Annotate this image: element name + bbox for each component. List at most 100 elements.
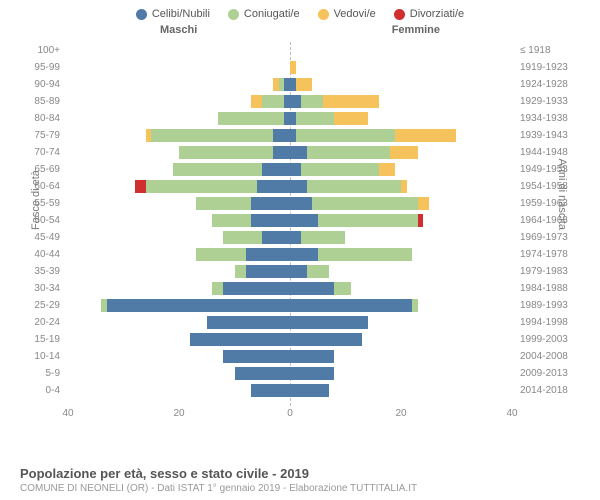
female-side [290, 93, 512, 110]
bar-segment [290, 282, 334, 295]
legend-swatch [394, 9, 405, 20]
age-label: 0-4 [20, 385, 60, 396]
age-label: 70-74 [20, 147, 60, 158]
birth-label: 1929-1933 [520, 96, 580, 107]
birth-label: 1919-1923 [520, 62, 580, 73]
male-side [68, 382, 290, 399]
bar-segment [290, 61, 296, 74]
bar-segment [290, 384, 329, 397]
bar-group [68, 161, 512, 178]
female-side [290, 42, 512, 59]
male-side [68, 195, 290, 212]
birth-label: 1979-1983 [520, 266, 580, 277]
bar-group [68, 93, 512, 110]
bar-group [68, 178, 512, 195]
bar-segment [334, 282, 351, 295]
age-label: 25-29 [20, 300, 60, 311]
bar-segment [262, 163, 290, 176]
age-label: 50-54 [20, 215, 60, 226]
birth-label: ≤ 1918 [520, 45, 580, 56]
bar-segment [235, 265, 246, 278]
x-tick: 40 [506, 408, 517, 419]
bar-segment [212, 282, 223, 295]
male-side [68, 280, 290, 297]
female-side [290, 365, 512, 382]
age-row: 95-99 1919-1923 [20, 59, 580, 76]
female-side [290, 263, 512, 280]
birth-label: 1944-1948 [520, 147, 580, 158]
male-side [68, 110, 290, 127]
male-side [68, 161, 290, 178]
legend-swatch [228, 9, 239, 20]
male-side [68, 59, 290, 76]
bar-group [68, 76, 512, 93]
bar-segment [196, 248, 246, 261]
bar-segment [290, 299, 412, 312]
age-row: 20-241994-1998 [20, 314, 580, 331]
bar-group [68, 331, 512, 348]
age-row: 70-74 1944-1948 [20, 144, 580, 161]
male-side [68, 76, 290, 93]
bar-group [68, 297, 512, 314]
age-row: 60-641954-1958 [20, 178, 580, 195]
bar-segment [223, 231, 262, 244]
age-label: 95-99 [20, 62, 60, 73]
age-row: 100+≤ 1918 [20, 42, 580, 59]
legend-swatch [318, 9, 329, 20]
bar-group [68, 263, 512, 280]
female-side [290, 314, 512, 331]
birth-label: 1974-1978 [520, 249, 580, 260]
legend-label: Vedovi/e [334, 8, 376, 20]
bar-segment [251, 197, 290, 210]
bar-segment [290, 197, 312, 210]
age-row: 75-791939-1943 [20, 127, 580, 144]
bar-segment [246, 248, 290, 261]
bar-segment [290, 231, 301, 244]
birth-label: 1994-1998 [520, 317, 580, 328]
male-side [68, 246, 290, 263]
male-side [68, 93, 290, 110]
female-side [290, 297, 512, 314]
birth-label: 1939-1943 [520, 130, 580, 141]
age-label: 80-84 [20, 113, 60, 124]
bar-segment [290, 95, 301, 108]
bar-segment [235, 367, 291, 380]
bar-segment [218, 112, 285, 125]
bar-segment [251, 95, 262, 108]
bar-segment [190, 333, 290, 346]
age-row: 55-591959-1963 [20, 195, 580, 212]
age-label: 15-19 [20, 334, 60, 345]
female-side [290, 127, 512, 144]
age-label: 35-39 [20, 266, 60, 277]
bar-segment [273, 146, 290, 159]
age-row: 90-941924-1928 [20, 76, 580, 93]
bar-segment [257, 180, 290, 193]
birth-label: 1924-1928 [520, 79, 580, 90]
legend-item: Divorziati/e [394, 8, 464, 20]
male-side [68, 348, 290, 365]
female-side [290, 246, 512, 263]
bar-segment [173, 163, 262, 176]
male-side [68, 263, 290, 280]
bar-segment [223, 350, 290, 363]
legend-label: Celibi/Nubili [152, 8, 210, 20]
bar-segment [301, 95, 323, 108]
female-side [290, 348, 512, 365]
legend-item: Celibi/Nubili [136, 8, 210, 20]
bar-segment [251, 384, 290, 397]
birth-label: 2009-2013 [520, 368, 580, 379]
bar-segment [290, 180, 307, 193]
header-male: Maschi [160, 24, 197, 36]
age-label: 85-89 [20, 96, 60, 107]
bar-segment [207, 316, 290, 329]
age-label: 45-49 [20, 232, 60, 243]
bar-segment [290, 248, 318, 261]
bar-segment [318, 248, 412, 261]
male-side [68, 212, 290, 229]
bar-group [68, 246, 512, 263]
legend-label: Divorziati/e [410, 8, 464, 20]
bar-segment [107, 299, 290, 312]
bar-segment [296, 112, 335, 125]
age-row: 0-42014-2018 [20, 382, 580, 399]
bar-segment [334, 112, 367, 125]
